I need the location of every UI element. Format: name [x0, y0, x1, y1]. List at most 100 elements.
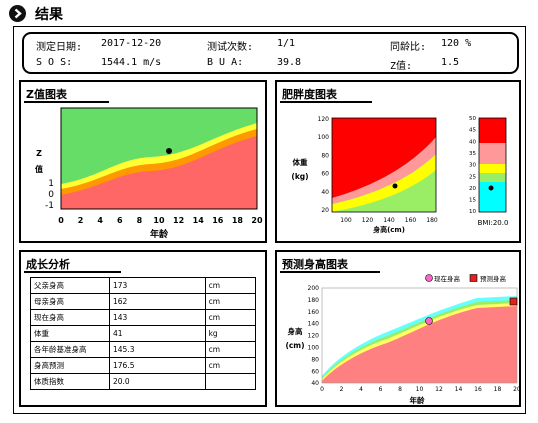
table-row: 身高预测 176.5 cm — [30, 357, 257, 374]
z-xtick: 12 — [173, 216, 184, 225]
growth-label: 体重 — [30, 325, 110, 342]
legend-current-label: 现在身高 — [434, 274, 461, 283]
height-ytick: 80 — [311, 356, 319, 363]
bmi-tick: 30 — [469, 163, 476, 169]
z-value: 1.5 — [441, 57, 460, 68]
height-chart-title: 预测身高图表 — [282, 258, 348, 271]
growth-unit: cm — [204, 309, 257, 326]
obesity-chart-panel: 肥胖度图表 120 100 80 60 40 20 100 120 140 160 180 体重 … — [275, 80, 521, 243]
growth-label: 父亲身高 — [30, 277, 110, 294]
growth-unit: cm — [204, 277, 257, 294]
growth-unit: cm — [204, 293, 257, 310]
height-xtick: 2 — [340, 386, 344, 393]
predicted-height-marker — [509, 297, 518, 306]
obesity-ytick: 60 — [321, 171, 329, 178]
height-xtick: 16 — [474, 386, 482, 393]
z-xtick: 2 — [78, 216, 84, 225]
bua-value: 39.8 — [277, 57, 302, 68]
bmi-tick: 50 — [469, 116, 476, 122]
growth-value: 41 — [109, 325, 206, 342]
table-row: 体重 41 kg — [30, 325, 257, 342]
page-title: 结果 — [35, 7, 63, 23]
height-ytick: 100 — [308, 345, 320, 352]
z-xtick: 0 — [58, 216, 64, 225]
title-underline — [280, 271, 380, 273]
legend-predicted-label: 预测身高 — [480, 274, 507, 283]
height-xtick: 6 — [379, 386, 383, 393]
obesity-xlabel: 身高(cm) — [372, 225, 405, 234]
z-marker — [166, 148, 172, 154]
bmi-tick: 20 — [469, 186, 476, 192]
obesity-ylabel-2: (kg) — [291, 172, 308, 181]
z-xtick: 4 — [97, 216, 103, 225]
table-row: 母亲身高 162 cm — [30, 293, 257, 310]
height-chart-panel: 预测身高图表 现在身高 预测身高 200 180 160 140 120 100 80 60 4… — [275, 250, 521, 407]
obesity-ylabel-1: 体重 — [293, 157, 308, 167]
z-xtick: 16 — [212, 216, 224, 225]
z-chart: Z 值 1 0 -1 0 2 4 6 8 10 12 14 16 18 20 年龄 — [35, 107, 263, 240]
z-ytick: 0 — [48, 190, 54, 200]
height-ytick: 200 — [308, 285, 320, 292]
height-ytick: 40 — [311, 380, 319, 387]
bmi-tick: 40 — [469, 139, 476, 145]
growth-table: 父亲身高 173 cm 母亲身高 162 cm 现在身高 143 cm 体重 41 kg 各年龄基准身高… — [30, 277, 257, 390]
sos-value: 1544.1 m/s — [101, 57, 162, 68]
height-plot-border — [321, 287, 518, 384]
obesity-zone-green — [332, 170, 436, 212]
height-xtick: 18 — [494, 386, 502, 393]
table-row: 各年龄基准身高 145.3 cm — [30, 341, 257, 358]
peer-value: 120 % — [441, 38, 472, 49]
bmi-tick: 25 — [469, 174, 476, 180]
height-xtick: 12 — [435, 386, 443, 393]
height-ytick: 60 — [311, 368, 319, 375]
obesity-ytick: 20 — [321, 207, 329, 214]
bmi-bar-border — [478, 117, 507, 213]
z-ylabel-2: 值 — [35, 164, 43, 174]
height-ytick: 160 — [308, 309, 320, 316]
obesity-zone-yellow — [332, 154, 436, 212]
obesity-ytick: 40 — [321, 189, 329, 196]
z-band-red — [61, 136, 257, 209]
z-label: Z值: — [390, 61, 413, 72]
z-ytick: 1 — [48, 179, 54, 189]
z-xtick: 20 — [251, 216, 263, 225]
bmi-zone-yellow — [479, 164, 506, 173]
z-plot-border — [60, 107, 258, 210]
obesity-marker — [392, 183, 398, 189]
z-chart-panel: Z值图表 Z 值 1 0 -1 0 2 4 6 8 10 12 14 16 18 20 年龄 — [19, 80, 267, 243]
obesity-ytick: 80 — [321, 152, 329, 159]
results-container — [13, 26, 526, 414]
obesity-xtick: 160 — [405, 217, 417, 224]
title-underline — [24, 101, 109, 103]
peer-label: 同龄比: — [390, 42, 427, 53]
height-band-red — [322, 306, 517, 383]
bmi-zone-pink — [479, 143, 506, 164]
bmi-tick: 45 — [469, 128, 476, 134]
height-ylabel-2: (cm) — [285, 341, 304, 350]
count-label: 测试次数: — [207, 42, 254, 53]
bmi-label: BMI:20.0 — [478, 219, 509, 227]
legend-current-icon — [425, 274, 433, 282]
obesity-chart: 120 100 80 60 40 20 100 120 140 160 180 体重 (kg) 身… — [291, 116, 509, 234]
obesity-xtick: 140 — [383, 217, 395, 224]
height-ytick: 140 — [308, 321, 320, 328]
z-xtick: 14 — [193, 216, 205, 225]
obesity-plot-border — [331, 117, 437, 213]
measurement-info: 测定日期: 2017-12-20 测试次数: 1/1 同龄比: 120 % S … — [22, 32, 519, 74]
z-xtick: 6 — [117, 216, 123, 225]
height-xtick: 10 — [416, 386, 424, 393]
title-underline — [24, 271, 121, 273]
growth-unit: cm — [204, 357, 257, 374]
z-xtick: 18 — [232, 216, 244, 225]
legend-predicted-icon — [469, 274, 478, 282]
height-xlabel: 年龄 — [410, 395, 425, 405]
obesity-ytick: 120 — [318, 116, 330, 123]
height-xtick: 20 — [513, 386, 519, 393]
z-chart-title: Z值图表 — [26, 88, 67, 101]
obesity-xtick: 120 — [362, 217, 374, 224]
obesity-ytick: 100 — [318, 134, 330, 141]
obesity-xtick: 180 — [426, 217, 438, 224]
growth-value: 162 — [109, 293, 206, 310]
growth-label: 各年龄基准身高 — [30, 341, 110, 358]
bmi-marker — [488, 185, 494, 191]
